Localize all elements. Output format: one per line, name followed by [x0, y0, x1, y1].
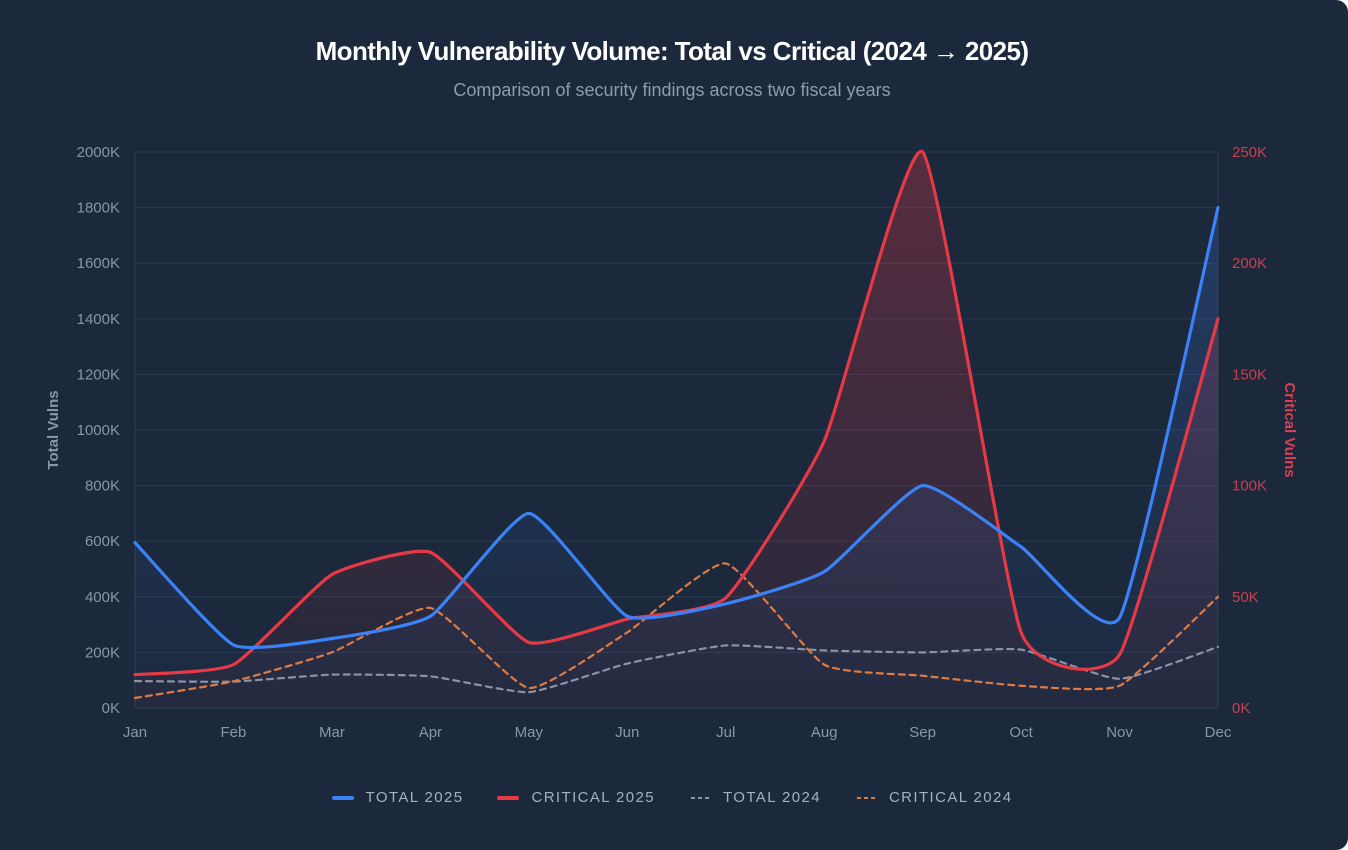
- x-tick-label: Nov: [1106, 724, 1133, 741]
- y-right-tick-label: 100K: [1232, 478, 1267, 495]
- y-left-tick-label: 0K: [102, 700, 120, 717]
- y-left-tick-label: 1200K: [77, 366, 120, 383]
- legend-item[interactable]: TOTAL 2025: [331, 789, 464, 806]
- y-left-tick-label: 1600K: [77, 255, 120, 272]
- legend-swatch: [331, 795, 354, 800]
- legend-swatch: [497, 795, 520, 800]
- x-tick-label: Jun: [615, 724, 639, 741]
- legend-swatch: [691, 796, 709, 799]
- legend-label: CRITICAL 2025: [531, 789, 655, 806]
- x-tick-label: May: [515, 724, 544, 741]
- series-line-total-2025: [133, 206, 1220, 650]
- legend-item[interactable]: TOTAL 2024: [689, 789, 821, 806]
- y-axis-right-label: Critical Vulns: [1281, 382, 1298, 477]
- y-left-tick-label: 2000K: [77, 144, 120, 161]
- y-right-tick-label: 200K: [1232, 255, 1267, 272]
- legend-label: TOTAL 2024: [723, 789, 821, 806]
- y-axis-left-label: Total Vulns: [45, 390, 62, 469]
- legend-label: TOTAL 2025: [365, 789, 464, 806]
- x-tick-label: Sep: [909, 724, 936, 741]
- chart-subtitle: Comparison of security findings across t…: [453, 80, 891, 100]
- y-left-tick-label: 1000K: [77, 422, 120, 439]
- legend-label: CRITICAL 2024: [888, 789, 1013, 806]
- series-line-critical-2024: [133, 562, 1220, 700]
- y-right-tick-label: 50K: [1232, 589, 1259, 606]
- chart-title: Monthly Vulnerability Volume: Total vs C…: [315, 36, 1029, 66]
- x-tick-label: Jan: [123, 724, 147, 741]
- x-tick-label: Dec: [1205, 724, 1232, 741]
- y-left-tick-label: 400K: [85, 589, 120, 606]
- y-left-tick-label: 200K: [85, 644, 120, 661]
- series-area-total-2025: [135, 207, 1218, 708]
- y-left-tick-label: 1800K: [77, 200, 120, 217]
- x-tick-label: Aug: [811, 724, 838, 741]
- chart-legend: TOTAL 2025 CRITICAL 2025 TOTAL 2024 CRITICA…: [0, 789, 1344, 806]
- x-tick-label: Feb: [221, 724, 247, 741]
- x-tick-label: Mar: [319, 724, 345, 741]
- y-left-tick-label: 800K: [85, 478, 120, 495]
- y-left-tick-label: 600K: [85, 533, 120, 550]
- series-line-critical-2025: [133, 150, 1220, 677]
- x-tick-label: Apr: [419, 724, 442, 741]
- y-right-tick-label: 150K: [1232, 366, 1267, 383]
- y-right-tick-label: 250K: [1232, 144, 1267, 161]
- y-right-tick-label: 0K: [1232, 700, 1250, 717]
- x-tick-label: Oct: [1009, 724, 1033, 741]
- y-left-tick-label: 1400K: [77, 311, 120, 328]
- legend-item[interactable]: CRITICAL 2025: [497, 789, 655, 806]
- legend-swatch: [856, 796, 875, 799]
- legend-item[interactable]: CRITICAL 2024: [855, 789, 1013, 806]
- x-tick-label: Jul: [716, 724, 735, 741]
